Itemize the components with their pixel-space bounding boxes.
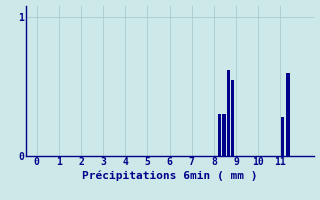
Bar [222,114,226,156]
X-axis label: Précipitations 6min ( mm ): Précipitations 6min ( mm ) [82,170,257,181]
Bar [231,80,234,156]
Bar [286,73,290,156]
Bar [227,70,230,156]
Bar [281,117,284,156]
Bar [218,114,221,156]
